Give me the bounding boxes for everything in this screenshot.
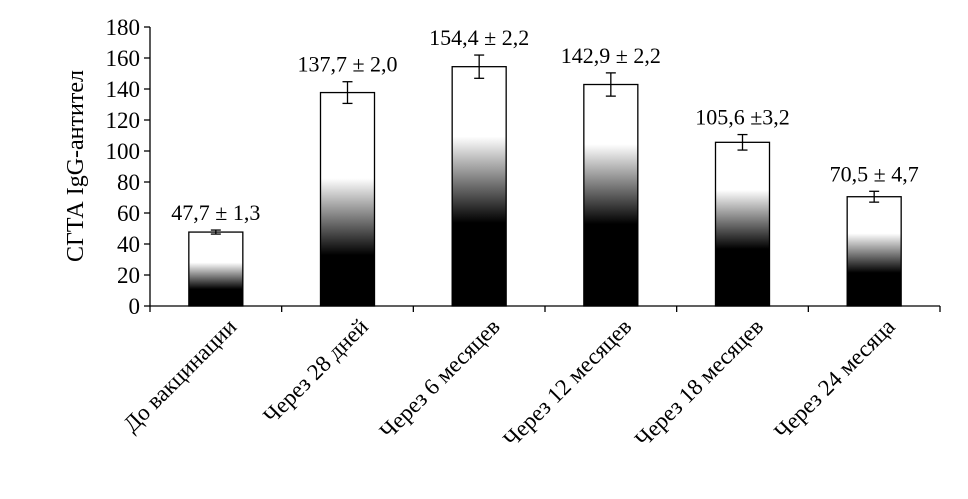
y-tick-label: 180: [106, 15, 141, 40]
bar: [319, 91, 376, 307]
data-label: 105,6 ±3,2: [695, 105, 790, 130]
category-label: Через 28 дней: [258, 314, 373, 429]
bar: [714, 141, 771, 307]
data-label: 70,5 ± 4,7: [830, 161, 919, 186]
category-label: До вакцинации: [118, 314, 241, 437]
y-tick-label: 120: [106, 108, 141, 133]
y-axis-label: СГТА IgG-антител: [63, 70, 89, 262]
bar: [846, 196, 902, 307]
y-tick-label: 0: [129, 294, 141, 319]
x-axis: До вакцинации Через 28 дней Через 6 месяце…: [118, 305, 941, 452]
y-tick-label: 140: [106, 77, 141, 102]
bar: [451, 66, 507, 307]
y-tick-label: 20: [117, 263, 140, 288]
y-tick-label: 60: [117, 201, 140, 226]
data-label: 142,9 ± 2,2: [561, 43, 661, 68]
bar: [583, 83, 639, 307]
y-tick-label: 80: [117, 170, 140, 195]
bars: 47,7 ± 1,3 137,7 ± 2,0 154,4 ± 2,2 142,9 ± …: [171, 25, 919, 307]
y-axis: 0 20 40 60 80 100 120 140 160 180: [106, 15, 151, 319]
y-tick-label: 160: [106, 46, 141, 71]
category-label: Через 12 месяцев: [498, 314, 636, 452]
category-label: Через 24 месяца: [769, 314, 899, 444]
data-label: 137,7 ± 2,0: [297, 52, 397, 77]
data-label: 154,4 ± 2,2: [429, 25, 529, 50]
bar: [188, 231, 244, 307]
y-tick-label: 40: [117, 232, 140, 257]
data-label: 47,7 ± 1,3: [171, 200, 260, 225]
category-label: Через 18 месяцев: [630, 314, 768, 452]
y-tick-label: 100: [106, 139, 141, 164]
category-label: Через 6 месяцев: [375, 314, 505, 444]
